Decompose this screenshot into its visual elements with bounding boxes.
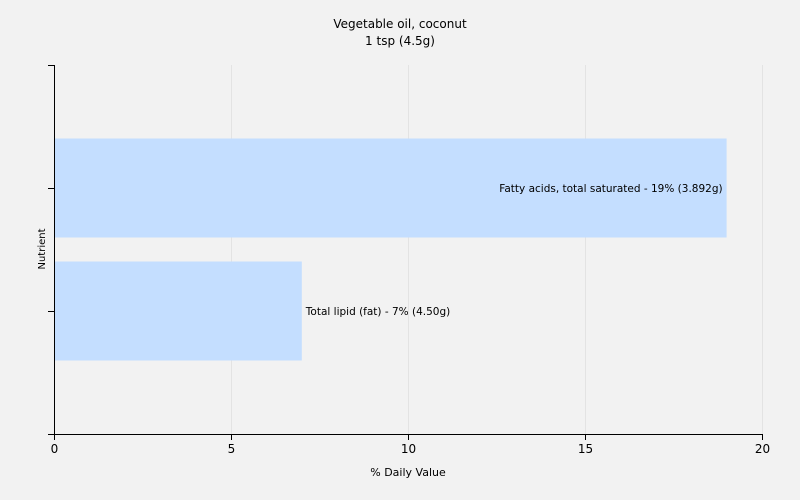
data-label: Total lipid (fat) - 7% (4.50g) xyxy=(305,306,450,318)
bars xyxy=(54,138,727,361)
bar xyxy=(54,138,727,238)
x-axis-label: % Daily Value xyxy=(370,466,446,479)
bar xyxy=(54,261,302,361)
x-tick-label: 15 xyxy=(578,442,593,456)
y-axis-label: Nutrient xyxy=(37,228,48,269)
chart-title: Vegetable oil, coconut xyxy=(333,17,467,31)
axes: 0 5 10 15 20 xyxy=(48,65,770,456)
data-labels: Fatty acids, total saturated - 19% (3.89… xyxy=(305,183,723,318)
x-tick-label: 5 xyxy=(228,442,236,456)
x-tick-label: 0 xyxy=(51,442,59,456)
gridlines xyxy=(231,65,763,434)
chart-subtitle: 1 tsp (4.5g) xyxy=(365,34,435,48)
x-tick-label: 20 xyxy=(755,442,770,456)
x-tick-label: 10 xyxy=(401,442,416,456)
data-label: Fatty acids, total saturated - 19% (3.89… xyxy=(499,183,722,195)
